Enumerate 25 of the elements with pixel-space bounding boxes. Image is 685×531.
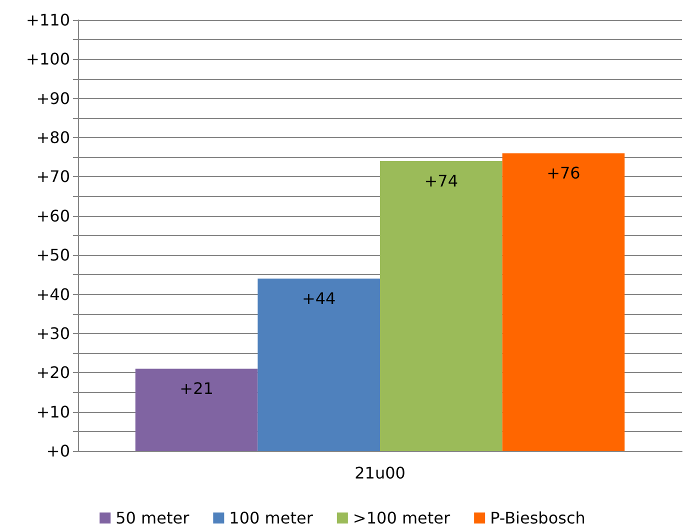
legend-label: 50 meter (116, 508, 190, 528)
y-tick-label: +0 (46, 442, 70, 460)
bar (135, 368, 258, 451)
data-label: +44 (302, 289, 336, 308)
y-tick-label: +90 (36, 88, 70, 108)
bar (380, 161, 502, 451)
legend-label: 100 meter (229, 508, 314, 528)
y-tick-label: +10 (36, 402, 70, 422)
y-tick-label: +80 (36, 128, 70, 148)
bar (258, 278, 380, 451)
bar (502, 153, 625, 451)
y-tick-label: +20 (36, 363, 70, 382)
y-tick-label: +100 (26, 50, 70, 69)
y-tick-label: +110 (26, 10, 70, 30)
data-label: +76 (546, 164, 580, 183)
data-label: +21 (180, 379, 214, 398)
legend-label: P-Biesbosch (490, 508, 586, 528)
data-label: +74 (424, 172, 458, 191)
y-tick-label: +30 (36, 324, 70, 343)
y-tick-label: +50 (36, 246, 70, 265)
y-tick-label: +70 (36, 167, 70, 186)
y-tick-label: +60 (36, 206, 70, 226)
y-tick-label: +40 (36, 284, 70, 304)
legend-label: >100 meter (352, 508, 450, 528)
x-tick-label: 21u00 (354, 464, 406, 482)
